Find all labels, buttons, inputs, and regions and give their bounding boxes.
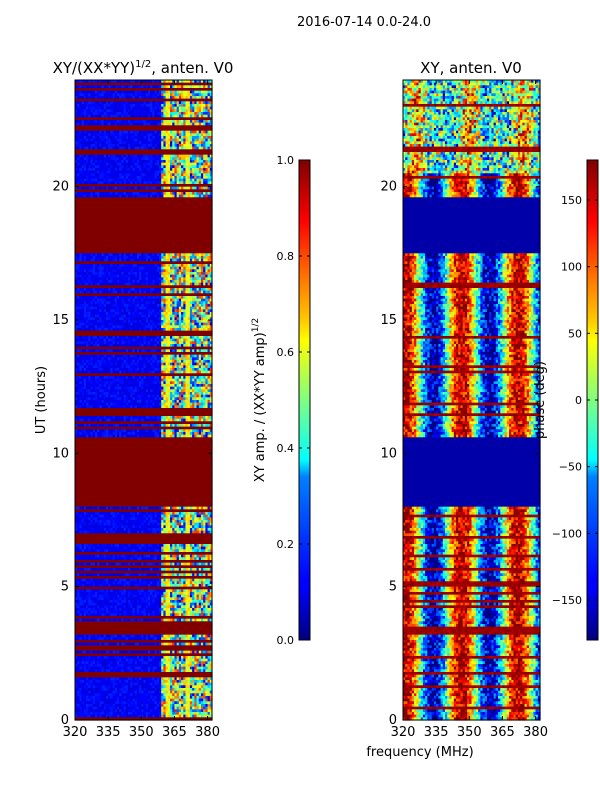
colorbar-tick-label: 0.0 <box>277 634 295 647</box>
x-tick-label: 350 <box>457 725 482 740</box>
heatmap-cells <box>75 80 213 721</box>
x-axis-label: frequency (MHz) <box>366 745 473 760</box>
x-tick-label: 365 <box>162 725 187 740</box>
y-tick-label: 0 <box>389 713 397 728</box>
colorbar-tick-label: 0.6 <box>277 346 295 359</box>
x-tick-label: 380 <box>195 725 220 740</box>
x-tick-label: 335 <box>424 725 449 740</box>
heatmap-cells <box>403 80 541 721</box>
left-panel-title: XY/(XX*YY)1/2, anten. V0 <box>53 59 234 77</box>
y-tick-label: 15 <box>380 313 397 328</box>
x-tick-label: 365 <box>490 725 515 740</box>
colorbar-tick-label: −100 <box>552 527 582 540</box>
y-tick-label: 0 <box>61 713 69 728</box>
left-y-axis-label: UT (hours) <box>34 366 49 434</box>
y-tick-label: 20 <box>380 180 397 195</box>
colorbar-tick-label: 0 <box>575 394 582 407</box>
y-tick-label: 5 <box>389 580 397 595</box>
y-tick-label: 10 <box>380 446 397 461</box>
suptitle: 2016-07-14 0.0-24.0 <box>297 15 431 30</box>
amplitude-colorbar: 0.0 0.2 0.4 0.6 0.8 1.0 <box>277 154 311 647</box>
y-tick-label: 5 <box>61 580 69 595</box>
colorbar-tick-label: 0.2 <box>277 538 295 551</box>
phase-colorbar-label: phase (deg) <box>533 361 548 439</box>
colorbar-tick-label: −50 <box>559 461 582 474</box>
phase-colorbar: −150 −100 −50 0 50 100 150 <box>552 160 598 640</box>
colorbar-tick-label: 150 <box>561 194 582 207</box>
x-tick-label: 380 <box>523 725 548 740</box>
colorbar-tick-label: 0.8 <box>277 250 295 263</box>
colorbar-tick-label: 50 <box>568 327 582 340</box>
right-panel-title: XY, anten. V0 <box>420 59 522 77</box>
figure: 2016-07-14 0.0-24.0 XY/(XX*YY)1/2, anten… <box>0 0 600 800</box>
y-tick-label: 20 <box>52 180 69 195</box>
y-tick-label: 10 <box>52 446 69 461</box>
y-tick-label: 15 <box>52 313 69 328</box>
colorbar-tick-label: 100 <box>561 261 582 274</box>
x-tick-label: 350 <box>129 725 154 740</box>
colorbar-tick-label: −150 <box>552 594 582 607</box>
colorbar-gradient <box>299 160 310 640</box>
colorbar-tick-label: 0.4 <box>277 442 295 455</box>
colorbar-tick-label: 1.0 <box>277 154 295 167</box>
amplitude-colorbar-label: XY amp. / (XX*YY amp)1/2 <box>251 318 268 482</box>
x-tick-label: 335 <box>96 725 121 740</box>
